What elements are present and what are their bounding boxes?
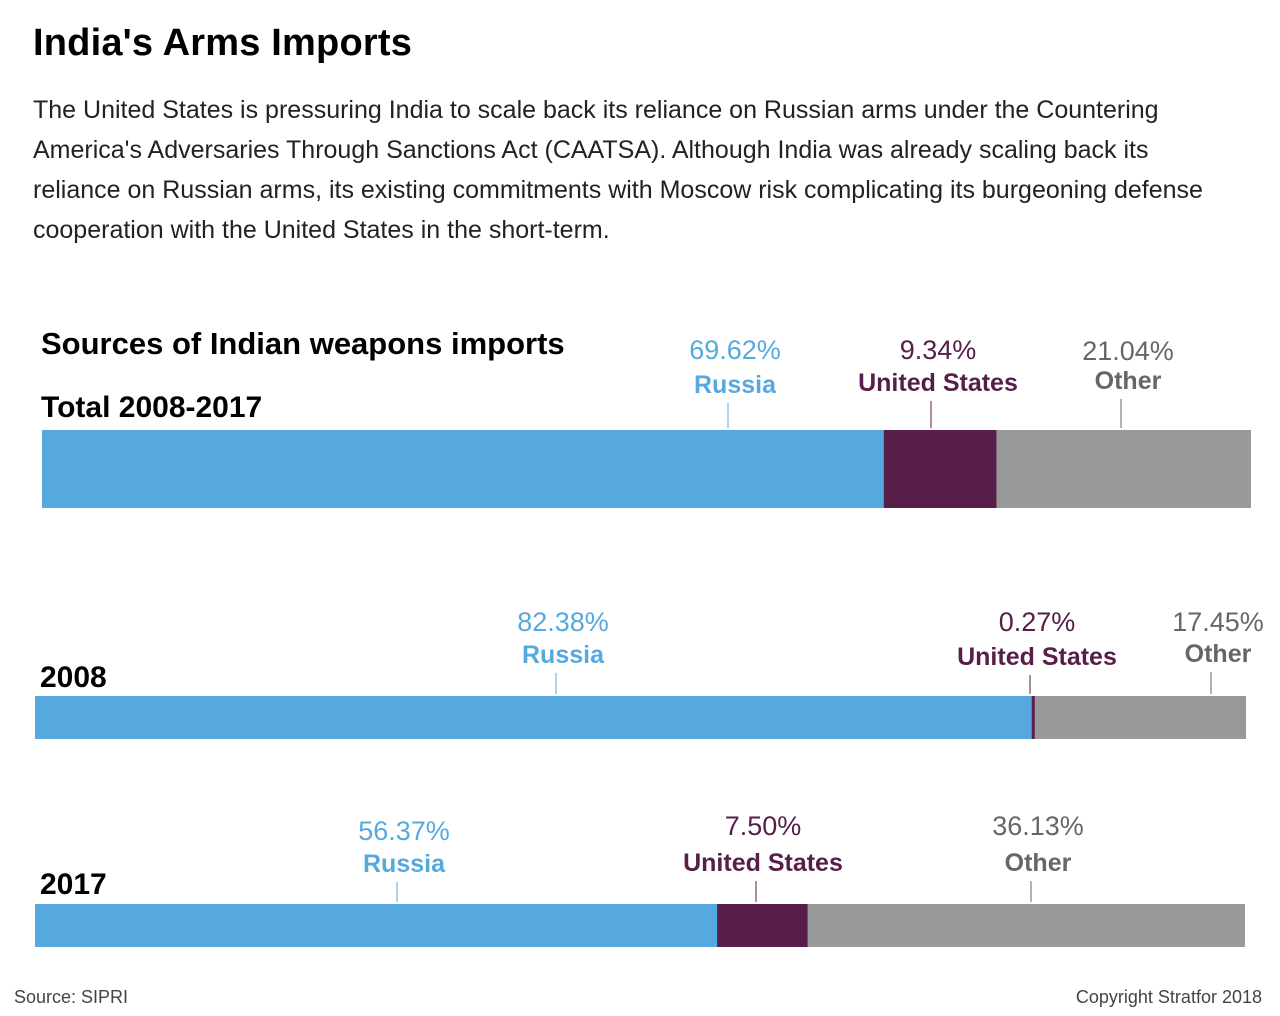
bar-segment-united-states	[1031, 696, 1035, 739]
data-label-series: Other	[1095, 367, 1162, 395]
data-label-value: 69.62%	[689, 335, 781, 365]
source-note: Source: SIPRI	[14, 987, 129, 1007]
category-label: 2008	[40, 661, 107, 694]
bar-segment-other	[807, 904, 1245, 947]
data-label-value: 9.34%	[900, 335, 977, 365]
category-label: Total 2008-2017	[41, 391, 262, 424]
bar-segment-united-states	[717, 904, 808, 947]
chart-description: The United States is pressuring India to…	[33, 96, 1203, 244]
bar-segment-other	[1034, 696, 1246, 739]
data-label-value: 82.38%	[517, 607, 609, 637]
chart-section-title: Sources of Indian weapons imports	[41, 326, 565, 361]
data-label-value: 56.37%	[358, 816, 450, 846]
data-label-series: Other	[1005, 849, 1072, 877]
data-label-value: 17.45%	[1172, 607, 1264, 637]
bar-segment-russia	[35, 696, 1032, 739]
data-label-series: United States	[858, 369, 1018, 397]
data-label-series: Russia	[522, 641, 605, 669]
bar-segment-russia	[35, 904, 718, 947]
data-label-value: 7.50%	[725, 811, 802, 841]
data-label-series: United States	[683, 849, 843, 877]
category-label: 2017	[40, 868, 107, 901]
data-label-value: 0.27%	[999, 607, 1076, 637]
data-label-series: United States	[957, 643, 1117, 671]
chart-title: India's Arms Imports	[33, 22, 413, 64]
bar-segment-other	[996, 430, 1251, 508]
data-label-series: Russia	[363, 850, 446, 878]
data-label-series: Russia	[694, 371, 777, 399]
copyright-note: Copyright Stratfor 2018	[1075, 987, 1262, 1007]
data-label-value: 36.13%	[992, 811, 1084, 841]
data-label-value: 21.04%	[1082, 336, 1174, 366]
bar-segment-united-states	[883, 430, 997, 508]
bar-segment-russia	[42, 430, 884, 508]
data-label-series: Other	[1185, 640, 1252, 668]
